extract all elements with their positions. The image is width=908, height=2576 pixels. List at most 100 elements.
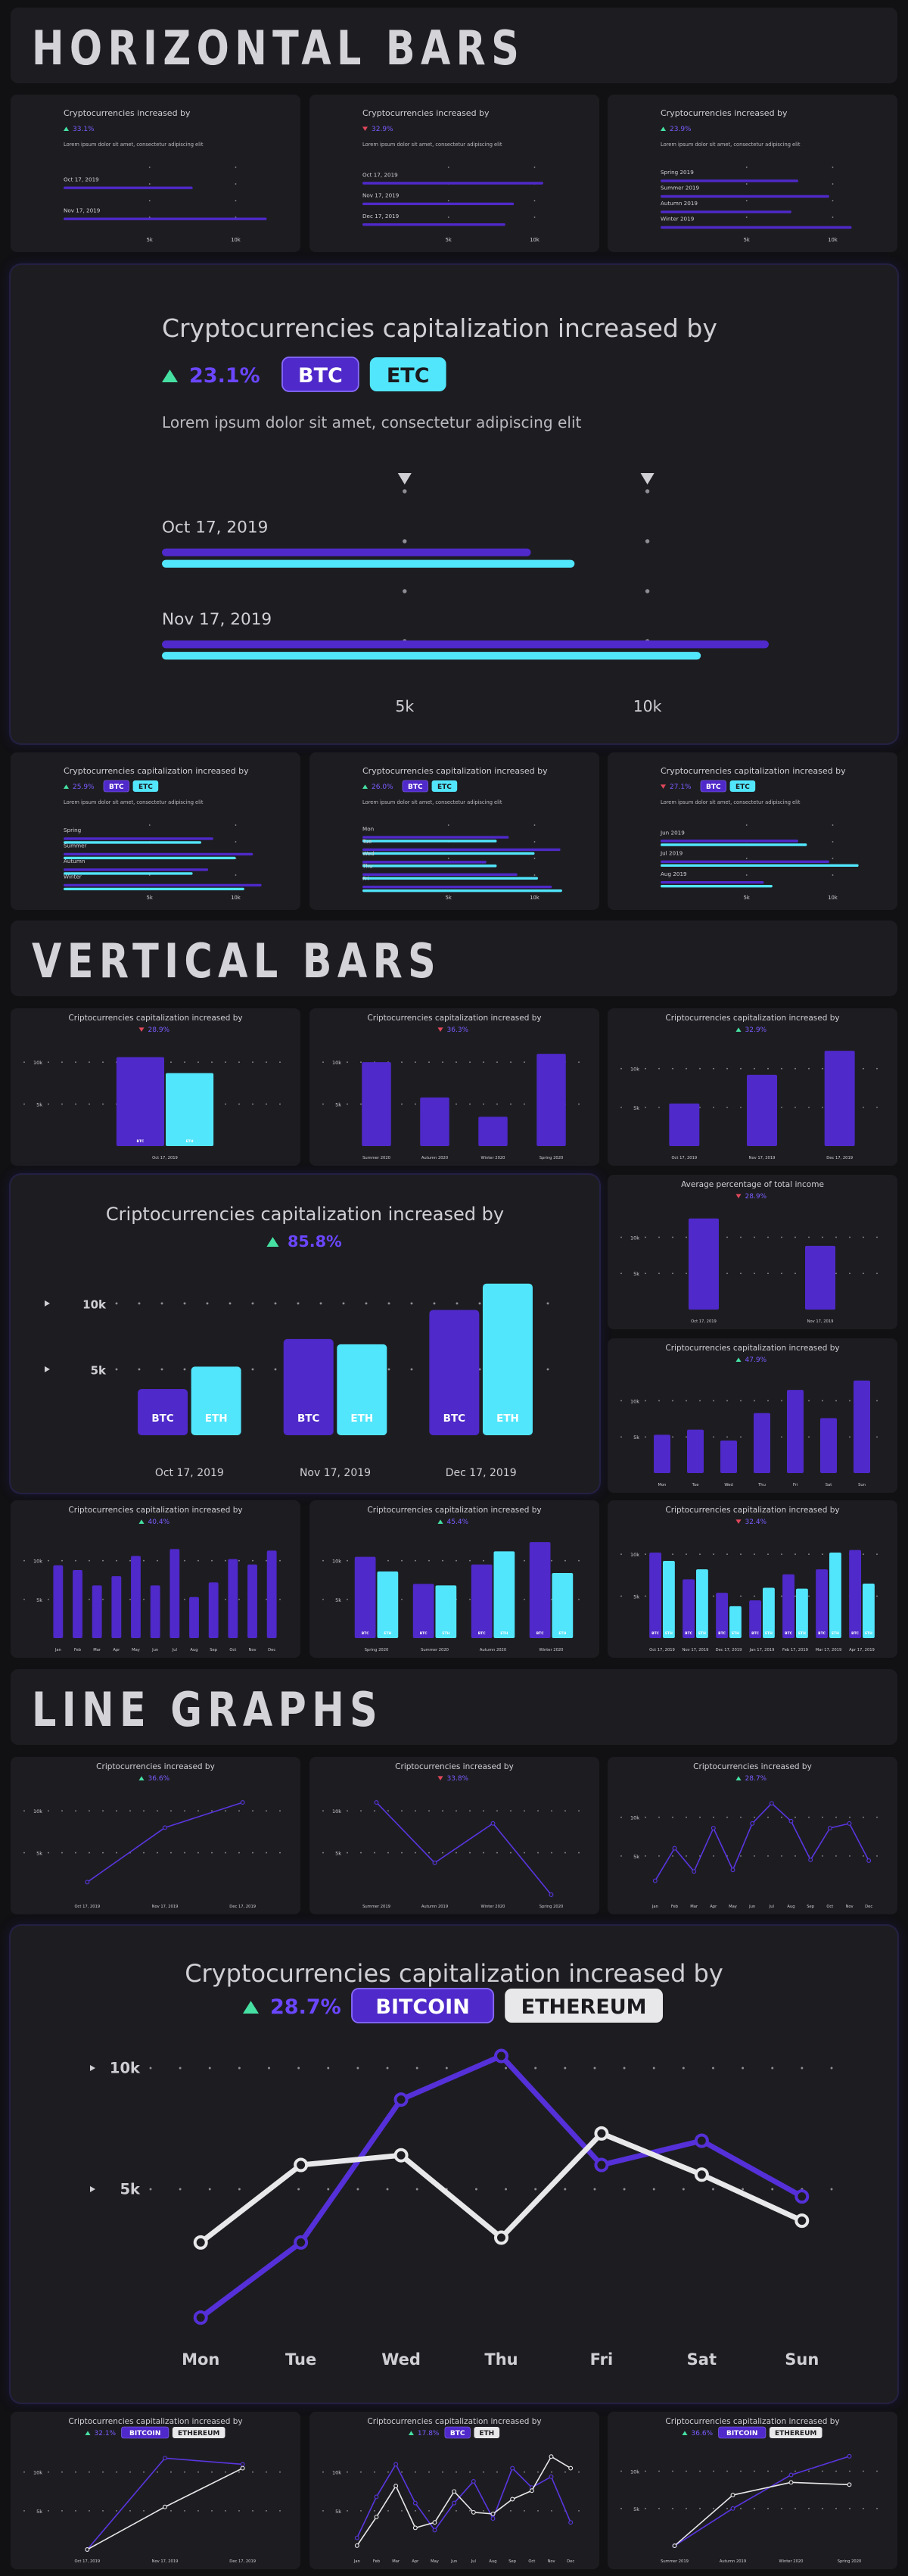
category-label: Feb [373,2559,381,2564]
category-label: Fri [362,875,369,882]
data-point [730,2506,735,2511]
bar [64,186,193,189]
bar [654,1434,670,1473]
chart-title: Criptocurrencies increased by [96,1762,215,1771]
chart-title: Criptocurrencies capitalization increase… [367,2417,541,2426]
grid-dot [740,1106,742,1108]
data-point [594,2126,609,2141]
chart-card-h3: Cryptocurrencies increased by 23.9% Lorem … [608,95,897,252]
grid-dot [102,1103,104,1105]
chart-svg: Criptocurrencies increased by 28.7% 5k 10k J… [620,1762,878,1909]
chart-card-h4: Cryptocurrencies capitalization increase… [11,752,300,910]
grid-dot [456,1103,457,1105]
category-label: Dec 17, 2019 [716,1648,742,1652]
legend-tag-bg [103,780,129,793]
data-point [452,2489,457,2494]
bar [796,1588,808,1638]
grid-dot [754,1816,755,1818]
data-point [163,1825,167,1830]
axis-dot [322,2471,324,2473]
legend-tag-bg [505,1989,663,2023]
grid-dot [327,2188,330,2191]
grid-dot [401,1061,403,1064]
axis-arrow-icon [397,473,412,484]
tick-label: 10k [630,1067,639,1073]
axis-dot [23,1852,25,1854]
grid-dot [428,1852,430,1854]
grid-dot [781,1272,782,1275]
category-label: Tue [362,838,372,845]
bar [64,872,193,875]
grid-dot [754,1272,755,1275]
grid-dot [740,1400,742,1402]
grid-dot [360,1061,362,1064]
tick-label: 5k [147,237,153,243]
category-label: Tue [692,1483,699,1487]
grid-dot [238,1810,240,1812]
grid-dot [849,1272,850,1275]
chart-subtitle: Lorem ipsum dolor sit amet, consectetur … [661,142,801,148]
data-point [672,2543,677,2549]
grid-dot [297,2188,300,2191]
series-line [199,2053,804,2320]
grid-dot [342,1302,345,1305]
series-line [655,1802,869,1881]
data-point [694,2167,709,2182]
grid-dot [505,2067,508,2070]
grid-dot [197,1810,199,1812]
series-line [673,2481,850,2546]
grid-dot [876,1436,878,1438]
change-value: 23.1% [189,364,260,388]
tick-label: 10k [828,895,838,901]
bar [661,884,773,888]
category-label: Fri [793,1483,798,1487]
axis-dot [322,1103,324,1105]
data-point [794,2189,810,2204]
grid-dot [537,2509,539,2512]
grid-dot [456,2509,457,2512]
grid-dot [645,589,650,593]
grid-dot [524,1852,525,1854]
grid-dot [593,2188,596,2191]
grid-dot [206,1302,209,1305]
category-label: Sat [826,1483,832,1487]
grid-dot [102,1559,104,1562]
grid-dot [822,1106,823,1108]
change-value: 85.8% [288,1232,342,1251]
grid-dot [279,1810,281,1812]
axis-dot [23,1559,25,1562]
grid-dot [645,489,650,494]
data-point [294,2157,309,2173]
data-point [510,2497,515,2502]
bar [661,839,798,843]
bar [849,1550,861,1638]
data-point [354,2535,359,2540]
trend-up-icon [735,1027,742,1032]
bar-label: BTC [718,1631,726,1636]
grid-dot [415,1559,416,1562]
grid-dot [533,858,536,859]
chart-svg: Cryptocurrencies increased by 32.9% Lorem … [362,108,543,243]
grid-dot [387,1302,390,1305]
grid-dot [48,1810,49,1812]
grid-dot [794,1067,796,1070]
grid-dot [143,1810,145,1812]
grid-dot [754,2470,755,2472]
chart-svg: Average percentage of total income 28.9% 5… [620,1180,878,1324]
category-label: Feb [671,1905,679,1909]
grid-dot [496,1810,498,1812]
axis-dot [23,2471,25,2473]
chart-title: Cryptocurrencies capitalization increase… [661,766,846,776]
grid-dot [442,1810,443,1812]
chart-card-l2: Criptocurrencies increased by 33.8% 5k 10k S… [309,1757,599,1914]
grid-dot [252,1061,253,1064]
grid-dot [157,2471,158,2473]
tick-label: 5k [446,895,452,901]
grid-dot [533,874,536,876]
grid-dot [781,2470,782,2472]
data-point [393,2092,409,2107]
data-point [847,2482,852,2487]
grid-dot [442,1559,443,1562]
grid-dot [754,1553,755,1556]
category-label: May [431,2559,439,2564]
